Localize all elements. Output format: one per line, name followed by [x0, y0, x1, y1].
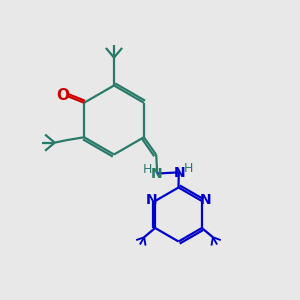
Text: H: H	[142, 164, 152, 176]
Text: N: N	[200, 193, 212, 207]
Text: N: N	[173, 166, 185, 180]
Text: H: H	[184, 162, 194, 175]
Text: N: N	[146, 193, 157, 207]
Text: O: O	[56, 88, 69, 103]
Text: N: N	[151, 167, 163, 181]
